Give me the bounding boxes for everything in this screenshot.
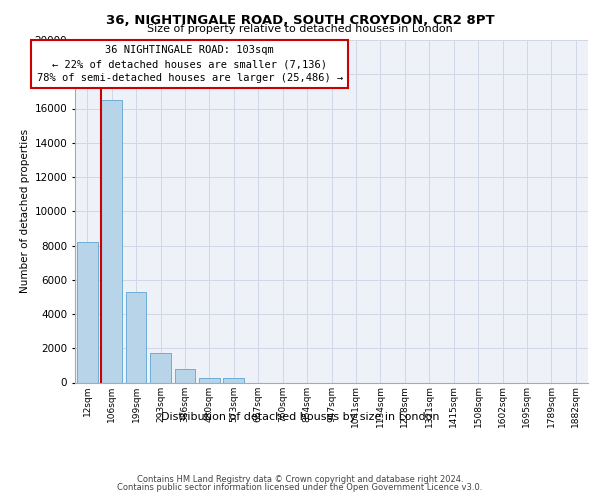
Text: Contains HM Land Registry data © Crown copyright and database right 2024.: Contains HM Land Registry data © Crown c… bbox=[137, 475, 463, 484]
Text: Distribution of detached houses by size in London: Distribution of detached houses by size … bbox=[161, 412, 439, 422]
Bar bbox=[223, 378, 244, 382]
Text: 36, NIGHTINGALE ROAD, SOUTH CROYDON, CR2 8PT: 36, NIGHTINGALE ROAD, SOUTH CROYDON, CR2… bbox=[106, 14, 494, 27]
Bar bbox=[199, 378, 220, 382]
Bar bbox=[101, 100, 122, 382]
Text: 36 NIGHTINGALE ROAD: 103sqm
← 22% of detached houses are smaller (7,136)
78% of : 36 NIGHTINGALE ROAD: 103sqm ← 22% of det… bbox=[37, 45, 343, 83]
Text: Size of property relative to detached houses in London: Size of property relative to detached ho… bbox=[147, 24, 453, 34]
Bar bbox=[77, 242, 98, 382]
Bar bbox=[175, 369, 196, 382]
Text: Contains public sector information licensed under the Open Government Licence v3: Contains public sector information licen… bbox=[118, 484, 482, 492]
Bar bbox=[150, 352, 171, 382]
Bar bbox=[125, 292, 146, 382]
Y-axis label: Number of detached properties: Number of detached properties bbox=[20, 129, 31, 294]
